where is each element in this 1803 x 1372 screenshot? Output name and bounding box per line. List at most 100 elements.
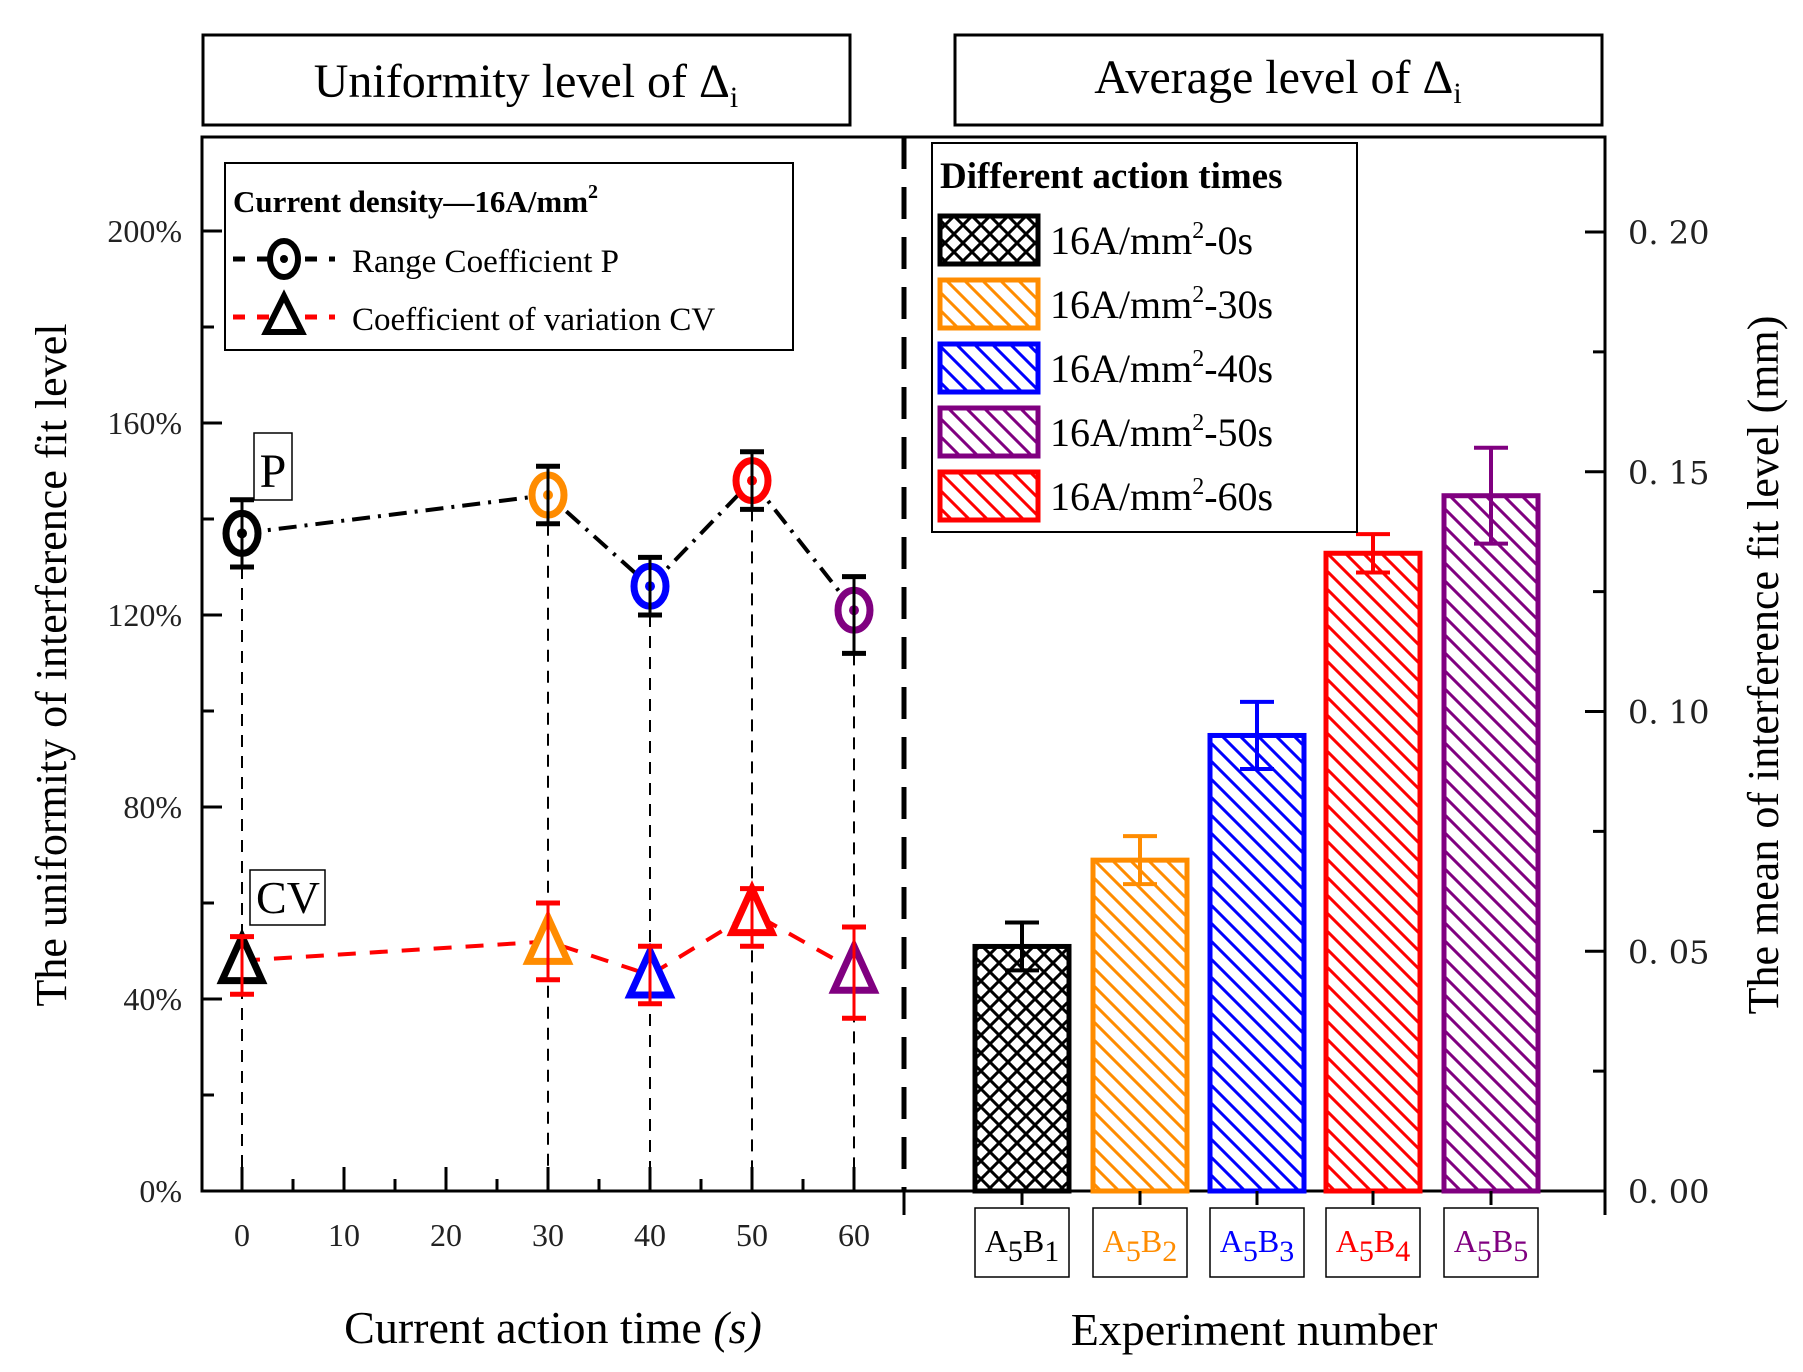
label-part: -40s (1204, 346, 1273, 391)
left-title-box (201, 33, 852, 127)
y-tick-label: 120% (107, 597, 182, 633)
legend-label: 16A/mm2-40s (1050, 346, 1273, 391)
bar (1323, 550, 1423, 1194)
category-label: A5B4 (1336, 1223, 1410, 1268)
label-part: A (1103, 1223, 1126, 1259)
p-label-box (253, 432, 293, 501)
p-label: P (260, 445, 287, 498)
category-box (1092, 1207, 1188, 1278)
legend-label-p: Range Coefficient P (352, 244, 619, 280)
label-part: 5 (1477, 1235, 1492, 1268)
x-tick-label: 10 (328, 1217, 360, 1253)
p-point (834, 574, 874, 656)
label-part: A (985, 1223, 1008, 1259)
label-part: 16A/mm (1050, 282, 1192, 327)
label-part: 2 (1162, 1235, 1177, 1268)
label-part: -60s (1204, 474, 1273, 519)
label-part: 5 (1126, 1235, 1141, 1268)
left-x-axis-label: Current action time (s) (344, 1302, 762, 1353)
label-part: 3 (1279, 1235, 1294, 1268)
label-sup: 2 (1192, 410, 1204, 436)
category-label: A5B2 (1103, 1223, 1177, 1268)
legend-label: 16A/mm2-60s (1050, 474, 1273, 519)
cv-point (828, 924, 880, 1021)
label-part: -0s (1204, 218, 1253, 263)
category-label: A5B3 (1220, 1223, 1294, 1268)
right-title: Average level of Δi (1094, 51, 1461, 110)
label-part: B (1023, 1223, 1044, 1259)
legend-entry: 16A/mm2-60s (937, 469, 1273, 523)
legend-entry-p: Range Coefficient P (233, 238, 619, 280)
y-tick-label: 160% (107, 405, 182, 441)
triangle-marker-icon (261, 289, 307, 335)
cv-label: CV (256, 872, 320, 923)
label-part: -30s (1204, 282, 1273, 327)
label-part: B (1258, 1223, 1279, 1259)
cv-series-line (241, 910, 855, 978)
category-box (1325, 1207, 1421, 1278)
x-tick-label: 40 (634, 1217, 666, 1253)
right-y-axis-label: The mean of interference fit level (mm) (1739, 316, 1788, 1015)
label-part: B (1141, 1223, 1162, 1259)
cv-point (624, 942, 676, 1007)
label-sup: 2 (1192, 474, 1204, 500)
y-tick-label: 0. 20 (1628, 214, 1709, 252)
label-part: 16A/mm (1050, 474, 1192, 519)
legend-label: 16A/mm2-30s (1050, 282, 1273, 327)
label-part: -50s (1204, 410, 1273, 455)
label-sup: 2 (1192, 346, 1204, 372)
x-tick-label: 50 (736, 1217, 768, 1253)
y-tick-label: 40% (123, 981, 182, 1017)
label-part: 16A/mm (1050, 218, 1192, 263)
label-part: B (1492, 1223, 1513, 1259)
y-tick-label: 0. 10 (1628, 694, 1709, 732)
y-tick-label: 200% (107, 213, 182, 249)
x-tick-label: 20 (430, 1217, 462, 1253)
legend-entry: 16A/mm2-40s (937, 341, 1273, 395)
x-tick-label: 0 (234, 1217, 250, 1253)
left-legend: Current density—16A/mm2 Range Coefficien… (224, 162, 794, 351)
label-part: 5 (1008, 1235, 1023, 1268)
legend-entry: 16A/mm2-30s (937, 277, 1273, 331)
label-sup: 2 (1192, 282, 1204, 308)
right-legend: Different action times 16A/mm2-0s16A/mm2… (931, 142, 1358, 533)
label-part: A (1220, 1223, 1243, 1259)
bar (1090, 857, 1190, 1194)
y-tick-label: 0. 05 (1628, 933, 1709, 971)
legend-swatch-icon (937, 213, 1041, 267)
cv-point (522, 900, 574, 983)
label-part: 1 (1044, 1235, 1059, 1268)
legend-label: 16A/mm2-50s (1050, 410, 1273, 455)
legend-swatch-icon (937, 341, 1041, 395)
legend-swatch-icon (937, 277, 1041, 331)
category-label: A5B1 (985, 1223, 1059, 1268)
category-box (1209, 1207, 1305, 1278)
bar (972, 943, 1072, 1194)
right-legend-title: Different action times (940, 156, 1283, 197)
label-part: 5 (1359, 1235, 1374, 1268)
label-sup: 2 (1192, 218, 1204, 244)
legend-entry-cv: Coefficient of variation CV (233, 289, 715, 338)
label-part: 5 (1243, 1235, 1258, 1268)
cv-point (216, 928, 268, 997)
right-x-axis-label: Experiment number (1071, 1304, 1438, 1355)
legend-label-cv: Coefficient of variation CV (352, 302, 715, 338)
left-chart: 0% 40% 80% 120% 160% 200% 0 10 20 30 40 50 60 (107, 213, 880, 1253)
y-tick-label: 0. 15 (1628, 454, 1709, 492)
y-tick-label: 0% (139, 1173, 182, 1209)
right-title-box (953, 33, 1604, 127)
category-label: A5B5 (1454, 1223, 1528, 1268)
label-part: 16A/mm (1050, 346, 1192, 391)
p-point (630, 554, 670, 618)
y-tick-label: 0. 00 (1628, 1173, 1709, 1211)
label-part: A (1454, 1223, 1477, 1259)
y-tick-label: 80% (123, 789, 182, 825)
legend-entry: 16A/mm2-50s (937, 405, 1273, 459)
label-part: A (1336, 1223, 1359, 1259)
left-y-axis-label: The uniformity of interference fit level (27, 324, 76, 1007)
legend-swatch-icon (937, 469, 1041, 523)
legend-entry: 16A/mm2-0s (937, 213, 1253, 267)
p-point (222, 497, 262, 570)
cv-point (726, 880, 778, 949)
